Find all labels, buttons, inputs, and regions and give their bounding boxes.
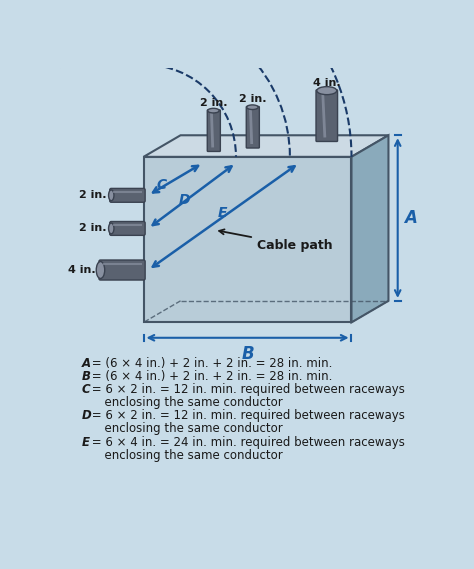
FancyBboxPatch shape (246, 106, 259, 148)
Text: D: D (179, 192, 190, 207)
FancyBboxPatch shape (109, 221, 145, 236)
FancyBboxPatch shape (99, 260, 145, 280)
Ellipse shape (109, 190, 114, 201)
Polygon shape (144, 135, 389, 157)
Text: 2 in.: 2 in. (79, 190, 107, 200)
Text: enclosing the same conductor: enclosing the same conductor (82, 396, 283, 409)
Text: 4 in.: 4 in. (313, 77, 341, 88)
Polygon shape (352, 135, 389, 323)
FancyBboxPatch shape (58, 66, 428, 509)
Ellipse shape (96, 262, 105, 278)
Text: = (6 × 4 in.) + 2 in. + 2 in. = 28 in. min.: = (6 × 4 in.) + 2 in. + 2 in. = 28 in. m… (88, 370, 333, 383)
Text: = (6 × 4 in.) + 2 in. + 2 in. = 28 in. min.: = (6 × 4 in.) + 2 in. + 2 in. = 28 in. m… (88, 357, 333, 370)
Text: = 6 × 2 in. = 12 in. min. required between raceways: = 6 × 2 in. = 12 in. min. required betwe… (88, 409, 405, 422)
Text: 2 in.: 2 in. (239, 94, 266, 104)
Text: E: E (218, 205, 227, 220)
Text: = 6 × 2 in. = 12 in. min. required between raceways: = 6 × 2 in. = 12 in. min. required betwe… (88, 383, 405, 396)
Text: A: A (404, 209, 417, 227)
FancyBboxPatch shape (207, 110, 220, 151)
Text: B: B (241, 345, 254, 364)
Text: = 6 × 4 in. = 24 in. min. required between raceways: = 6 × 4 in. = 24 in. min. required betwe… (88, 436, 405, 448)
Polygon shape (144, 157, 352, 323)
Text: E: E (82, 436, 90, 448)
Text: 2 in.: 2 in. (200, 97, 227, 108)
Text: B: B (82, 370, 91, 383)
Ellipse shape (246, 105, 258, 109)
Text: enclosing the same conductor: enclosing the same conductor (82, 422, 283, 435)
Text: 2 in.: 2 in. (79, 224, 107, 233)
FancyBboxPatch shape (109, 188, 145, 202)
Text: enclosing the same conductor: enclosing the same conductor (82, 449, 283, 461)
Ellipse shape (109, 223, 114, 234)
FancyBboxPatch shape (316, 90, 337, 142)
Text: D: D (82, 409, 92, 422)
Text: 4 in.: 4 in. (68, 265, 96, 275)
Ellipse shape (317, 86, 337, 94)
Text: C: C (156, 178, 167, 192)
Text: A: A (82, 357, 91, 370)
Ellipse shape (208, 108, 219, 113)
Text: C: C (82, 383, 91, 396)
Text: Cable path: Cable path (219, 229, 332, 252)
